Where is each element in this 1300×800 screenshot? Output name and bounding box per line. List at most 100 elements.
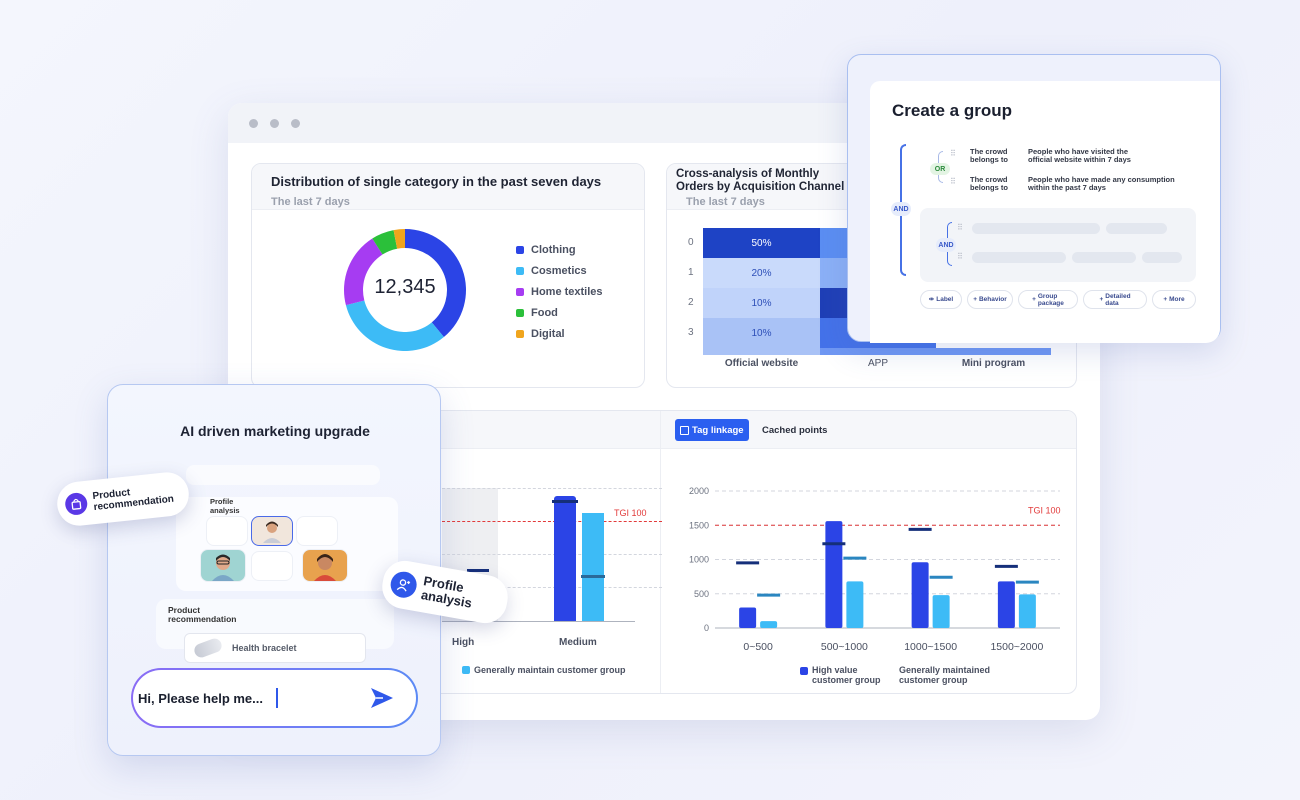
heatmap-cell[interactable] xyxy=(820,348,1051,355)
rule-line: The crowd xyxy=(970,175,1008,184)
column-label: APP xyxy=(867,358,888,369)
y-tick-label: 1500 xyxy=(689,520,709,530)
placeholder-pill xyxy=(1142,252,1182,263)
tab-label: Tag linkage xyxy=(692,424,744,436)
chip-line: Detailed xyxy=(1105,292,1131,300)
donut-slice-home-textiles[interactable] xyxy=(344,238,383,306)
product-panel-label: Product recommendation xyxy=(168,606,237,624)
add-label-chip[interactable]: ⇹ Label xyxy=(920,290,962,309)
add-group-package-chip[interactable]: + Group package xyxy=(1018,290,1078,309)
label-line: recommendation xyxy=(168,614,237,624)
panel-title: Create a group xyxy=(892,101,1012,120)
card-title: Distribution of single category in the p… xyxy=(271,174,602,189)
avatar[interactable] xyxy=(200,549,246,582)
bar[interactable] xyxy=(825,521,843,628)
legend-item: Generally maintained customer group xyxy=(899,665,990,685)
or-badge[interactable]: OR xyxy=(930,163,950,175)
chip-line: data xyxy=(1105,299,1119,307)
bar[interactable] xyxy=(1018,594,1036,628)
bar[interactable] xyxy=(760,621,778,628)
legend-swatch xyxy=(516,329,524,338)
grid-line xyxy=(442,587,662,588)
legend-swatch xyxy=(516,266,524,275)
category-distribution-card: Distribution of single category in the p… xyxy=(251,163,645,388)
donut-slice-cosmetics[interactable] xyxy=(345,300,444,351)
window-dot-icon[interactable] xyxy=(291,119,300,128)
product-recommendation-tag[interactable]: Product recommendation xyxy=(55,470,191,528)
donut-slice-clothing[interactable] xyxy=(405,229,466,338)
avatar[interactable] xyxy=(302,549,348,582)
drag-handle-icon[interactable]: ⠿ xyxy=(957,223,963,232)
label-line: Profile xyxy=(210,497,234,506)
bar[interactable] xyxy=(582,513,604,621)
chat-input-text[interactable]: Hi, Please help me... xyxy=(138,691,263,706)
donut-slice-food[interactable] xyxy=(372,230,398,255)
rule-line: within the past 7 days xyxy=(1028,183,1106,192)
heatmap-cell[interactable]: 50% xyxy=(703,228,820,258)
avatar-slot xyxy=(251,551,293,581)
row-label: 1 xyxy=(688,267,694,278)
heatmap-cell[interactable]: 10% xyxy=(703,318,820,348)
more-chip[interactable]: + More xyxy=(1152,290,1196,309)
background-layer xyxy=(186,465,380,485)
heatmap-cell[interactable] xyxy=(703,348,820,355)
column-label: Mini program xyxy=(961,358,1026,369)
donut-slice-digital[interactable] xyxy=(393,229,405,249)
y-tick-label: 1000 xyxy=(689,555,709,565)
heatmap-cell[interactable]: 20% xyxy=(703,258,820,288)
row-label: 2 xyxy=(688,297,694,308)
tab-tag-linkage[interactable]: Tag linkage xyxy=(675,419,749,441)
and-badge[interactable]: AND xyxy=(891,202,911,216)
send-icon[interactable] xyxy=(369,686,395,710)
bar[interactable] xyxy=(554,496,576,621)
x-tick-label: Medium xyxy=(559,637,597,648)
legend-item: Generally maintain customer group xyxy=(462,665,626,675)
add-detailed-data-chip[interactable]: + Detailed data xyxy=(1083,290,1147,309)
legend-label: Clothing xyxy=(531,243,576,256)
plus-icon: + xyxy=(973,296,977,303)
and-badge[interactable]: AND xyxy=(936,238,956,252)
heatmap-cell[interactable]: 10% xyxy=(703,288,820,318)
drag-handle-icon[interactable]: ⠿ xyxy=(950,177,956,186)
legend-label: Home textiles xyxy=(531,285,603,298)
legend-line: customer group xyxy=(899,675,968,685)
bar[interactable] xyxy=(932,595,950,628)
legend-label: Cosmetics xyxy=(531,264,587,277)
bar[interactable] xyxy=(911,562,929,628)
window-dot-icon[interactable] xyxy=(249,119,258,128)
card-title: Cross-analysis of Monthly Orders by Acqu… xyxy=(676,168,844,194)
avatar[interactable] xyxy=(251,516,293,546)
y-tick-label: 0 xyxy=(704,623,709,633)
row-label: 3 xyxy=(688,327,694,338)
tab-cached-points[interactable]: Cached points xyxy=(762,425,828,436)
x-tick-label: 1500~2000 xyxy=(990,641,1043,653)
chat-input-frame: Hi, Please help me... xyxy=(131,668,418,728)
marker-line xyxy=(552,500,578,503)
bar[interactable] xyxy=(739,607,757,628)
chat-input[interactable]: Hi, Please help me... xyxy=(133,670,416,726)
add-behavior-chip[interactable]: + Behavior xyxy=(967,290,1013,309)
label-line: Product xyxy=(168,605,201,615)
bar[interactable] xyxy=(846,581,864,628)
rule-value[interactable]: People who have visited the official webs… xyxy=(1028,148,1131,164)
avatar-slot xyxy=(206,516,248,546)
chip-line: package xyxy=(1037,299,1064,307)
chip-label: Detailed data xyxy=(1105,293,1130,307)
text-cursor xyxy=(276,688,278,708)
ai-card-title: AI driven marketing upgrade xyxy=(180,423,370,439)
x-tick-label: 0~500 xyxy=(743,641,773,653)
person-avatar-icon xyxy=(212,554,234,581)
window-dot-icon[interactable] xyxy=(270,119,279,128)
rule-value[interactable]: People who have made any consumption with… xyxy=(1028,176,1175,192)
legend-swatch xyxy=(800,667,808,675)
legend-item: Digital xyxy=(516,323,603,344)
bar[interactable] xyxy=(997,581,1015,628)
rule-line: official website within 7 days xyxy=(1028,155,1131,164)
plus-icon: + xyxy=(1099,296,1104,303)
tgi-reference-line xyxy=(442,521,662,522)
card-title-line: Cross-analysis of Monthly xyxy=(676,168,820,180)
drag-handle-icon[interactable]: ⠿ xyxy=(950,149,956,158)
profile-analysis-tag[interactable]: Profile analysis xyxy=(378,557,512,627)
card-subtitle: The last 7 days xyxy=(686,196,765,208)
drag-handle-icon[interactable]: ⠿ xyxy=(957,252,963,261)
